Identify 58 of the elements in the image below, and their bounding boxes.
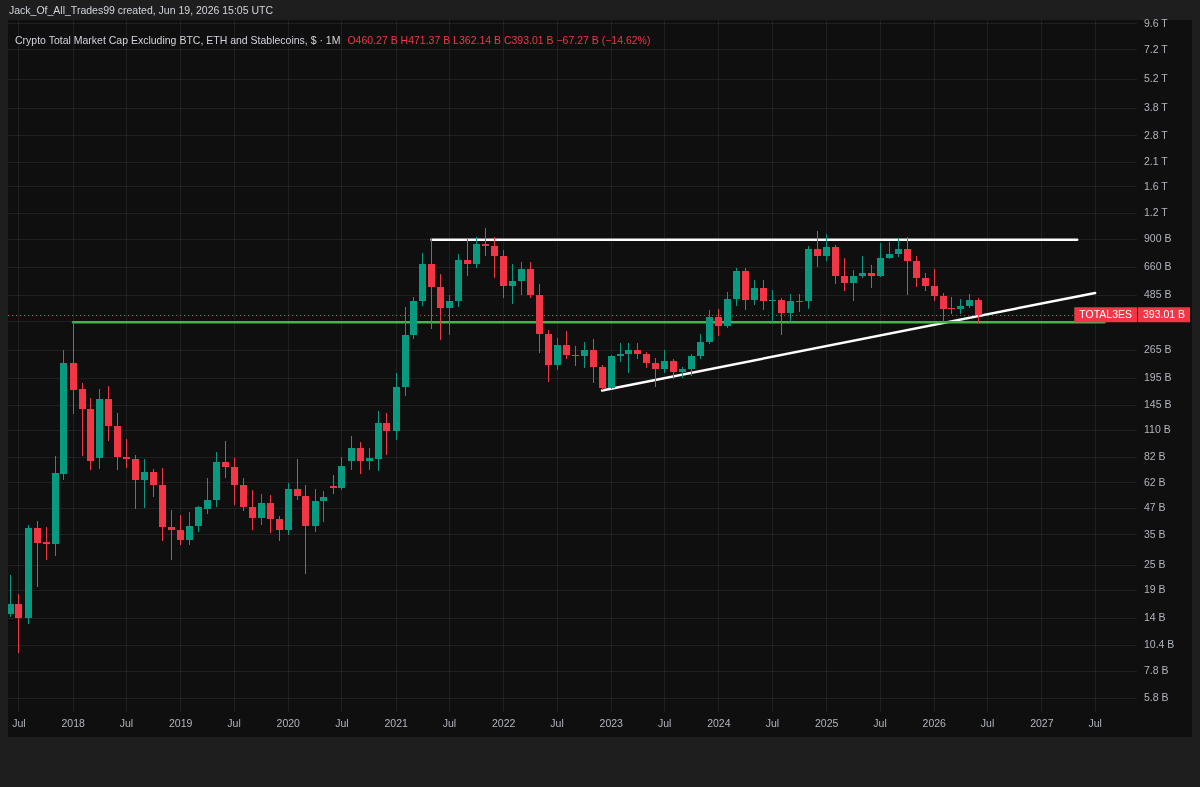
x-tick-label: 2026 xyxy=(922,717,947,730)
x-tick-label: 2021 xyxy=(384,717,408,730)
y-tick-label: 9.6 T xyxy=(1144,16,1169,29)
y-tick-label: 7.2 T xyxy=(1144,42,1169,55)
y-tick-label: 2.8 T xyxy=(1144,128,1169,141)
x-tick-label: 2023 xyxy=(599,717,624,730)
y-tick-label: 195 B xyxy=(1144,371,1172,384)
candlestick xyxy=(123,439,130,468)
x-tick-label: Jul xyxy=(335,717,349,730)
candlestick xyxy=(769,290,776,322)
y-tick-label: 5.8 B xyxy=(1144,691,1169,704)
y-tick-label: 1.6 T xyxy=(1144,179,1169,192)
candlestick xyxy=(482,228,489,256)
x-tick-label: Jul xyxy=(119,717,134,730)
text: Crypto Total Market Cap Excluding BTC, ETH and Stablecoins, $ · 1M xyxy=(15,34,341,46)
x-tick-label: 2027 xyxy=(1030,717,1054,730)
x-tick-label: Jul xyxy=(550,717,564,730)
candlestick xyxy=(43,527,50,560)
y-tick-label: 7.8 B xyxy=(1144,664,1169,677)
x-tick-label: 2018 xyxy=(61,717,85,730)
text: O460.27 B H471.37 B L362.14 B C393.01 B −67.27 B (−14.62%) xyxy=(347,34,651,46)
y-tick-label: 265 B xyxy=(1144,343,1172,356)
y-tick-label: 145 B xyxy=(1144,398,1172,411)
y-tick-label: 485 B xyxy=(1144,288,1172,301)
y-tick-label: 1.2 T xyxy=(1144,205,1169,218)
x-tick-label: 2022 xyxy=(492,717,516,730)
y-tick-label: 62 B xyxy=(1144,475,1166,488)
candlestick xyxy=(572,346,579,366)
y-tick-label: 2.1 T xyxy=(1144,154,1169,167)
ref-line-label: 393.01 B xyxy=(1142,308,1186,321)
y-tick-label: 14 B xyxy=(1144,611,1166,624)
x-tick-label: 2025 xyxy=(815,717,839,730)
text: Jack_Of_All_Trades99 created, Jun 19, 2026 15:05 UTC xyxy=(9,4,274,16)
x-tick-label: Jul xyxy=(442,717,457,730)
x-tick-label: Jul xyxy=(980,717,995,730)
x-tick-label: Jul xyxy=(657,717,672,730)
y-tick-label: 3.8 T xyxy=(1144,100,1169,113)
y-tick-label: 110 B xyxy=(1144,423,1171,436)
annotation: TOTAL3ES xyxy=(1079,308,1132,321)
y-tick-label: 25 B xyxy=(1144,558,1166,571)
x-tick-label: Jul xyxy=(12,717,26,730)
x-tick-label: 2020 xyxy=(276,717,301,730)
y-tick-label: 5.2 T xyxy=(1144,72,1169,85)
y-tick-label: 19 B xyxy=(1144,583,1166,596)
x-tick-label: Jul xyxy=(227,717,241,730)
y-tick-label: 47 B xyxy=(1144,500,1166,513)
x-tick-label: Jul xyxy=(765,717,780,730)
y-tick-label: 660 B xyxy=(1144,260,1172,273)
y-tick-label: 900 B xyxy=(1144,232,1172,245)
x-tick-label: Jul xyxy=(873,717,887,730)
y-tick-label: 10.4 B xyxy=(1144,638,1175,651)
x-tick-label: Jul xyxy=(1088,717,1102,730)
y-tick-label: 82 B xyxy=(1144,450,1166,463)
candlestick xyxy=(168,510,175,560)
x-tick-label: 2019 xyxy=(169,717,193,730)
candlestick xyxy=(796,294,803,312)
y-tick-label: 35 B xyxy=(1144,527,1166,540)
x-tick-label: 2024 xyxy=(707,717,731,730)
